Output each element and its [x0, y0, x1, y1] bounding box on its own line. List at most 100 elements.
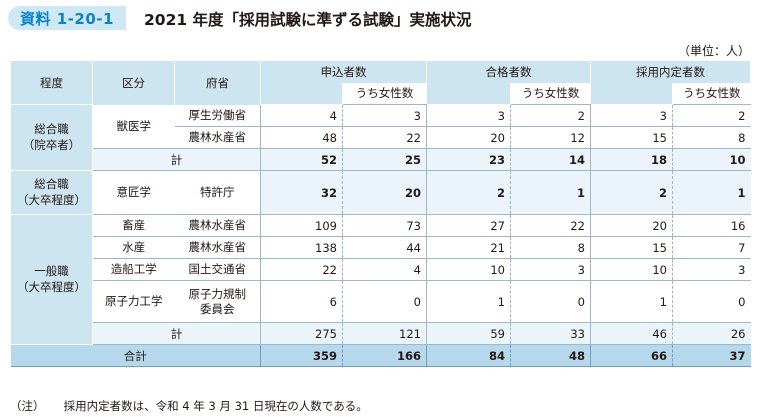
division-cell: 水産: [92, 236, 175, 259]
value-cell: 26: [672, 322, 751, 345]
value-cell: 37: [672, 344, 751, 367]
value-cell: 12: [510, 126, 591, 149]
value-cell: 0: [342, 280, 427, 323]
value-cell: 22: [510, 214, 591, 237]
value-cell: 20: [590, 214, 673, 237]
value-cell: 3: [672, 258, 751, 281]
value-cell: 6: [260, 280, 343, 323]
value-cell: 359: [260, 344, 343, 367]
value-cell: 20: [342, 170, 427, 215]
division-cell: 獣医学: [92, 104, 175, 149]
value-cell: 2: [590, 170, 673, 215]
ministry-cell: 厚生労働省: [174, 104, 261, 127]
ministry-cell: 国土交通省: [174, 258, 261, 281]
value-cell: 0: [510, 280, 591, 323]
value-cell: 8: [672, 126, 751, 149]
value-cell: 7: [672, 236, 751, 259]
value-cell: 22: [260, 258, 343, 281]
col-header-applicants: 申込者数: [260, 60, 427, 83]
subtotal-label: 計: [92, 148, 261, 171]
value-cell: 0: [672, 280, 751, 323]
value-cell: 66: [590, 344, 673, 367]
value-cell: 48: [510, 344, 591, 367]
ministry-cell: 農林水産省: [174, 236, 261, 259]
table-subheader-row: うち女性数 うち女性数 うち女性数: [11, 82, 751, 105]
table-row: 総合職 （大卒程度） 意匠学 特許庁 32 20 2 1 2 1: [10, 170, 751, 215]
value-cell: 4: [260, 104, 343, 127]
table-row: 農林水産省 48 22 20 12 15 8: [11, 126, 751, 149]
value-cell: 3: [426, 104, 511, 127]
value-cell: 59: [426, 322, 511, 345]
value-cell: 8: [510, 236, 591, 259]
header-spacer: [260, 82, 343, 105]
grand-total-label: 合計: [10, 344, 261, 367]
value-cell: 44: [342, 236, 427, 259]
value-cell: 1: [510, 170, 591, 215]
value-cell: 10: [426, 258, 511, 281]
value-cell: 275: [260, 322, 343, 345]
grand-total-row: 合計 359 166 84 48 66 37: [10, 344, 751, 367]
division-cell: 造船工学: [92, 258, 175, 281]
ministry-cell: 農林水産省: [174, 126, 261, 149]
value-cell: 27: [426, 214, 511, 237]
ministry-cell: 農林水産省: [174, 214, 261, 237]
table-row: 水産 農林水産省 138 44 21 8 15 7: [11, 236, 751, 259]
subtotal-label: 計: [92, 322, 261, 345]
value-cell: 3: [590, 104, 673, 127]
value-cell: 166: [342, 344, 427, 367]
col-header-passed: 合格者数: [426, 60, 591, 83]
level-label: 総合職 （大卒程度）: [17, 176, 86, 207]
value-cell: 16: [672, 214, 751, 237]
value-cell: 84: [426, 344, 511, 367]
value-cell: 23: [426, 148, 511, 171]
value-cell: 20: [426, 126, 511, 149]
value-cell: 1: [672, 170, 751, 215]
col-header-ministry: 府省: [174, 60, 261, 105]
value-cell: 52: [260, 148, 343, 171]
value-cell: 15: [590, 126, 673, 149]
footnote-mark: （注）: [10, 399, 45, 413]
value-cell: 32: [260, 170, 343, 215]
level-cell-undergraduate: 総合職 （大卒程度）: [10, 170, 93, 215]
header-spacer: [590, 82, 673, 105]
value-cell: 21: [426, 236, 511, 259]
col-header-division: 区分: [92, 60, 175, 105]
division-cell: 原子力工学: [92, 280, 175, 323]
page-title: 2021 年度「採用試験に準ずる試験」実施状況: [144, 11, 472, 29]
value-cell: 73: [342, 214, 427, 237]
subtotal-row: 計 52 25 23 14 18 10: [11, 148, 751, 171]
col-header-hired: 採用内定者数: [590, 60, 751, 83]
value-cell: 1: [426, 280, 511, 323]
col-header-applicants-women: うち女性数: [342, 82, 427, 105]
badge-label: 資料 1-20-1: [20, 10, 114, 28]
ministry-label: 原子力規制 委員会: [188, 286, 247, 316]
value-cell: 3: [510, 258, 591, 281]
col-header-hired-women: うち女性数: [672, 82, 751, 105]
level-cell-general: 一般職 （大卒程度）: [10, 214, 93, 345]
header-spacer: [426, 82, 511, 105]
value-cell: 2: [672, 104, 751, 127]
value-cell: 48: [260, 126, 343, 149]
value-cell: 22: [342, 126, 427, 149]
ministry-cell: 原子力規制 委員会: [174, 280, 261, 323]
division-cell: 畜産: [92, 214, 175, 237]
table-row: 造船工学 国土交通省 22 4 10 3 10 3: [11, 258, 751, 281]
value-cell: 3: [342, 104, 427, 127]
value-cell: 18: [590, 148, 673, 171]
value-cell: 4: [342, 258, 427, 281]
value-cell: 46: [590, 322, 673, 345]
document-badge: 資料 1-20-1: [8, 6, 126, 30]
footnote: （注） 採用内定者数は、令和 4 年 3 月 31 日現在の人数である。: [10, 398, 368, 414]
ministry-cell: 特許庁: [174, 170, 261, 215]
level-label: 一般職 （大卒程度）: [17, 263, 86, 294]
value-cell: 138: [260, 236, 343, 259]
value-cell: 1: [590, 280, 673, 323]
division-cell: 意匠学: [92, 170, 175, 215]
table-row: 総合職 （院卒者） 獣医学 厚生労働省 4 3 3 2 3 2: [10, 104, 751, 171]
value-cell: 10: [672, 148, 751, 171]
value-cell: 25: [342, 148, 427, 171]
value-cell: 15: [590, 236, 673, 259]
results-table: 程度 区分 府省 申込者数 合格者数 採用内定者数 うち女性数 うち女性数 うち…: [10, 60, 751, 367]
footnote-text: 採用内定者数は、令和 4 年 3 月 31 日現在の人数である。: [63, 399, 368, 413]
value-cell: 121: [342, 322, 427, 345]
